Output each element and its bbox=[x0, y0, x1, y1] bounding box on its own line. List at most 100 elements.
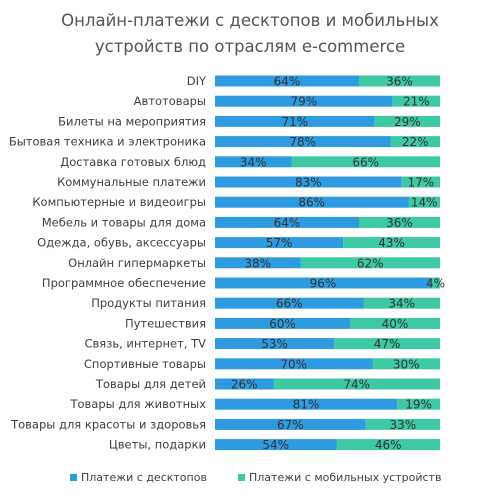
category-label: Спортивные товары bbox=[84, 357, 206, 371]
category-label: Мебель и товары для дома bbox=[42, 215, 206, 229]
desktop-bar bbox=[215, 237, 344, 249]
desktop-value-label: 86% bbox=[298, 196, 325, 210]
mobile-value-label: 19% bbox=[405, 398, 432, 412]
desktop-value-label: 34% bbox=[240, 155, 267, 169]
desktop-value-label: 57% bbox=[266, 236, 293, 250]
desktop-value-label: 83% bbox=[295, 176, 322, 190]
desktop-bar bbox=[215, 136, 391, 148]
category-label: Товары для животных bbox=[69, 397, 206, 411]
desktop-bar bbox=[215, 156, 292, 168]
category-label: Билеты на мероприятия bbox=[58, 114, 206, 128]
mobile-bar bbox=[390, 136, 440, 148]
mobile-value-label: 17% bbox=[408, 176, 435, 190]
mobile-value-label: 22% bbox=[402, 135, 429, 149]
legend-desktop-swatch bbox=[70, 474, 77, 481]
desktop-bar bbox=[215, 257, 301, 269]
mobile-bar bbox=[374, 115, 440, 127]
mobile-value-label: 34% bbox=[388, 297, 415, 311]
mobile-bar bbox=[372, 358, 440, 370]
mobile-bar bbox=[392, 95, 440, 107]
legend-mobile-swatch bbox=[238, 474, 245, 481]
desktop-value-label: 67% bbox=[277, 418, 304, 432]
desktop-bar bbox=[215, 418, 366, 430]
category-label: Компьютерные и видеоигры bbox=[32, 195, 206, 209]
desktop-bar bbox=[215, 358, 373, 370]
mobile-value-label: 36% bbox=[386, 216, 413, 230]
desktop-value-label: 26% bbox=[231, 378, 258, 392]
category-label: DIY bbox=[187, 74, 207, 88]
chart-title-line-2: устройств по отраслям e-commerce bbox=[94, 37, 406, 56]
desktop-bar bbox=[215, 439, 337, 451]
mobile-bar bbox=[401, 176, 440, 188]
desktop-value-label: 64% bbox=[274, 216, 301, 230]
mobile-bar bbox=[334, 338, 440, 350]
mobile-value-label: 36% bbox=[386, 75, 413, 89]
mobile-value-label: 30% bbox=[393, 357, 420, 371]
desktop-bar bbox=[215, 115, 375, 127]
legend-desktop-label: Платежи с десктопов bbox=[81, 471, 207, 484]
chart-title-line-1: Онлайн-платежи с десктопов и мобильных bbox=[61, 11, 439, 30]
desktop-value-label: 54% bbox=[262, 438, 289, 452]
mobile-value-label: 47% bbox=[374, 337, 401, 351]
mobile-value-label: 29% bbox=[394, 115, 421, 129]
category-label: Автотовары bbox=[134, 94, 206, 108]
mobile-bar bbox=[431, 277, 440, 289]
category-label: Доставка готовых блюд bbox=[60, 155, 206, 169]
desktop-bar bbox=[215, 317, 350, 329]
desktop-value-label: 53% bbox=[261, 337, 288, 351]
desktop-value-label: 64% bbox=[274, 75, 301, 89]
mobile-value-label: 33% bbox=[390, 418, 417, 432]
category-label: Программное обеспечение bbox=[42, 276, 206, 290]
desktop-bar bbox=[215, 176, 402, 188]
mobile-value-label: 4% bbox=[426, 277, 445, 291]
mobile-bar bbox=[343, 237, 440, 249]
category-label: Продукты питания bbox=[91, 296, 206, 310]
desktop-bar bbox=[215, 277, 431, 289]
category-label: Товары для красоты и здоровья bbox=[10, 417, 206, 431]
desktop-value-label: 66% bbox=[276, 297, 303, 311]
legend-mobile-label: Платежи с мобильных устройств bbox=[249, 471, 441, 484]
mobile-bar bbox=[350, 317, 440, 329]
desktop-bar bbox=[215, 216, 359, 228]
category-label: Коммунальные платежи bbox=[57, 175, 206, 189]
desktop-bar bbox=[215, 338, 335, 350]
mobile-bar bbox=[397, 398, 440, 410]
mobile-bar bbox=[291, 156, 440, 168]
mobile-value-label: 21% bbox=[403, 95, 430, 109]
desktop-bar bbox=[215, 95, 393, 107]
mobile-bar bbox=[300, 257, 440, 269]
mobile-value-label: 46% bbox=[375, 438, 402, 452]
category-label: Связь, интернет, TV bbox=[85, 337, 207, 351]
desktop-value-label: 38% bbox=[244, 256, 271, 270]
category-label: Бытовая техника и электроника bbox=[9, 135, 206, 149]
desktop-value-label: 79% bbox=[291, 95, 318, 109]
mobile-bar bbox=[359, 216, 440, 228]
chart-title: Онлайн-платежи с десктопов и мобильных у… bbox=[0, 8, 500, 60]
desktop-value-label: 81% bbox=[293, 398, 320, 412]
desktop-bar bbox=[215, 398, 398, 410]
category-label: Цветы, подарки bbox=[109, 438, 206, 452]
mobile-value-label: 14% bbox=[411, 196, 438, 210]
category-label: Товары для детей bbox=[95, 377, 206, 391]
mobile-bar bbox=[365, 418, 440, 430]
mobile-bar bbox=[336, 439, 440, 451]
desktop-bar bbox=[215, 196, 409, 208]
mobile-value-label: 43% bbox=[378, 236, 405, 250]
desktop-value-label: 60% bbox=[269, 317, 296, 331]
category-label: Путешествия bbox=[125, 316, 206, 330]
mobile-bar bbox=[363, 297, 440, 309]
mobile-bar bbox=[408, 196, 440, 208]
desktop-value-label: 70% bbox=[280, 357, 307, 371]
mobile-value-label: 62% bbox=[357, 256, 384, 270]
desktop-bar bbox=[215, 378, 274, 390]
desktop-bar bbox=[215, 75, 359, 87]
category-label: Одежда, обувь, аксессуары bbox=[37, 236, 206, 250]
mobile-bar bbox=[359, 75, 440, 87]
desktop-bar bbox=[215, 297, 364, 309]
desktop-value-label: 71% bbox=[282, 115, 309, 129]
category-label: Онлайн гипермаркеты bbox=[68, 256, 206, 270]
mobile-value-label: 40% bbox=[382, 317, 409, 331]
desktop-value-label: 96% bbox=[310, 277, 337, 291]
